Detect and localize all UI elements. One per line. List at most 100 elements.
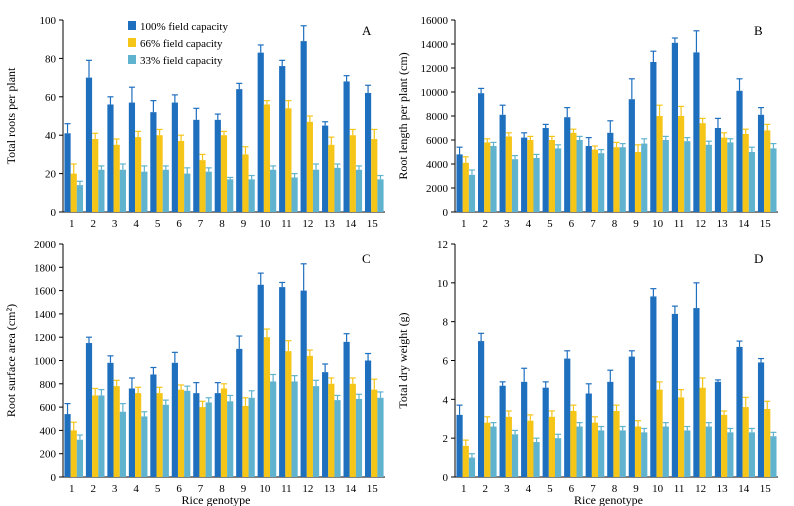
x-tick-label: 11 bbox=[674, 483, 685, 495]
x-tick-label: 15 bbox=[760, 483, 772, 495]
bar bbox=[511, 434, 519, 477]
bar bbox=[220, 388, 228, 477]
x-tick-label: 15 bbox=[367, 218, 379, 230]
bar bbox=[128, 102, 136, 212]
bar bbox=[236, 89, 243, 212]
x-tick-label: 7 bbox=[590, 483, 596, 495]
bar bbox=[328, 144, 335, 212]
bar bbox=[490, 426, 497, 477]
bar bbox=[377, 179, 384, 212]
x-tick-label: 5 bbox=[155, 218, 161, 230]
bar bbox=[499, 114, 506, 212]
bar bbox=[764, 130, 771, 212]
bar bbox=[714, 381, 722, 477]
panel-label: D bbox=[754, 251, 763, 266]
bar bbox=[748, 432, 755, 477]
bar bbox=[634, 426, 642, 477]
x-tick-label: 15 bbox=[760, 218, 772, 230]
y-tick-label: 600 bbox=[40, 402, 57, 414]
bar bbox=[92, 139, 99, 212]
bar bbox=[214, 119, 221, 212]
bar bbox=[770, 148, 777, 212]
bar bbox=[727, 142, 734, 212]
bar bbox=[113, 386, 120, 477]
bar bbox=[364, 360, 372, 477]
bar bbox=[242, 405, 249, 477]
x-tick-label: 14 bbox=[738, 483, 750, 495]
bar bbox=[527, 140, 534, 212]
bar bbox=[227, 401, 234, 477]
bar bbox=[468, 457, 476, 477]
bar bbox=[193, 393, 200, 477]
bar bbox=[205, 171, 212, 212]
legend: 100% field capacity 66% field capacity 33%… bbox=[128, 21, 228, 67]
panel-label: A bbox=[362, 23, 372, 38]
bar bbox=[628, 356, 635, 477]
x-tick-label: 3 bbox=[504, 483, 510, 495]
legend-swatch bbox=[128, 38, 136, 47]
bar bbox=[693, 52, 700, 213]
bar bbox=[291, 381, 298, 477]
bar bbox=[634, 152, 642, 212]
bar bbox=[300, 290, 307, 477]
bar bbox=[548, 140, 555, 212]
bar bbox=[279, 66, 286, 212]
bar bbox=[484, 142, 491, 212]
x-tick-label: 10 bbox=[259, 218, 271, 230]
bar bbox=[490, 146, 497, 212]
bar bbox=[76, 185, 84, 212]
bar bbox=[177, 140, 185, 212]
y-tick-label: 1800 bbox=[34, 262, 57, 274]
bar bbox=[511, 159, 519, 212]
y-tick-label: 400 bbox=[40, 425, 57, 437]
bar bbox=[555, 148, 562, 212]
bar bbox=[591, 422, 599, 477]
y-tick-label: 100 bbox=[40, 15, 57, 27]
bar bbox=[349, 135, 356, 212]
y-tick-label: 20 bbox=[45, 169, 57, 181]
bar bbox=[684, 141, 691, 212]
x-tick-label: 13 bbox=[717, 218, 729, 230]
x-tick-label: 12 bbox=[302, 218, 313, 230]
bar bbox=[533, 158, 540, 212]
y-tick-label: 1400 bbox=[34, 309, 57, 321]
x-tick-label: 3 bbox=[504, 218, 510, 230]
bar bbox=[70, 430, 77, 477]
y-tick-label: 10000 bbox=[421, 87, 449, 99]
bar bbox=[505, 136, 512, 212]
bar bbox=[521, 381, 528, 477]
bar bbox=[162, 169, 169, 212]
bar bbox=[300, 41, 307, 213]
bar bbox=[119, 411, 126, 477]
x-tick-label: 7 bbox=[590, 218, 596, 230]
bar bbox=[548, 416, 555, 477]
bar bbox=[607, 381, 614, 477]
y-tick-label: 12000 bbox=[421, 63, 449, 75]
y-tick-label: 2 bbox=[443, 433, 449, 445]
x-tick-label: 14 bbox=[345, 483, 357, 495]
bar bbox=[257, 284, 264, 477]
y-tick-label: 2000 bbox=[34, 239, 57, 251]
bar bbox=[613, 410, 620, 477]
bar bbox=[598, 430, 605, 477]
bar bbox=[171, 102, 178, 212]
bar bbox=[468, 174, 476, 212]
bar bbox=[107, 362, 114, 477]
bar bbox=[757, 114, 765, 212]
x-tick-label: 1 bbox=[69, 218, 75, 230]
legend-swatch bbox=[128, 21, 136, 30]
bar bbox=[156, 135, 163, 212]
bar bbox=[462, 445, 469, 477]
bar bbox=[113, 144, 120, 212]
x-axis-label: Rice genotype bbox=[182, 493, 251, 506]
x-tick-label: 13 bbox=[324, 218, 336, 230]
legend-label: 33% field capacity bbox=[140, 55, 223, 67]
y-tick-label: 12 bbox=[437, 239, 448, 251]
bar bbox=[542, 128, 549, 212]
bar bbox=[542, 387, 549, 477]
x-tick-label: 14 bbox=[738, 218, 750, 230]
bar bbox=[678, 397, 685, 477]
legend-label: 100% field capacity bbox=[140, 21, 228, 33]
